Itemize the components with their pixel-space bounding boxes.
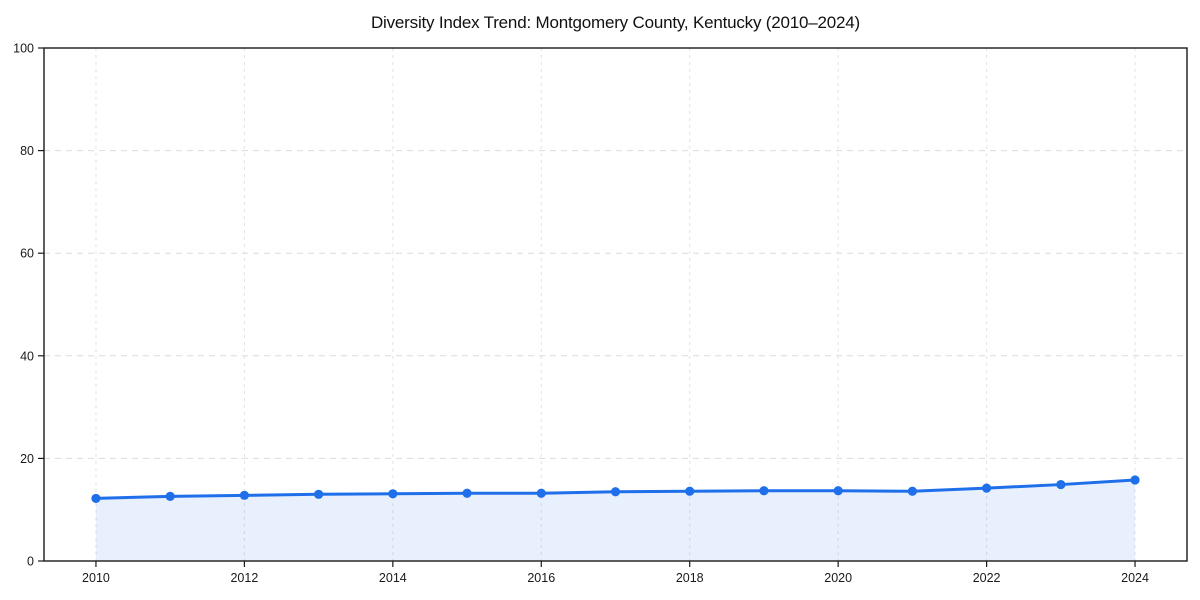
axes-frame bbox=[43, 47, 1188, 562]
data-point-2024 bbox=[1130, 475, 1140, 485]
y-tick-label-80: 80 bbox=[20, 144, 34, 158]
x-tick-label-2024: 2024 bbox=[1121, 571, 1149, 585]
y-tick-label-20: 20 bbox=[20, 452, 34, 466]
x-tick-label-2010: 2010 bbox=[82, 571, 110, 585]
data-point-2022 bbox=[982, 483, 992, 493]
x-tick-label-2014: 2014 bbox=[379, 571, 407, 585]
data-point-2011 bbox=[165, 491, 175, 501]
chart-title: Diversity Index Trend: Montgomery County… bbox=[370, 13, 861, 32]
area-fill bbox=[95, 479, 1136, 561]
data-point-2013 bbox=[314, 489, 324, 499]
y-tick-label-40: 40 bbox=[20, 349, 34, 363]
data-point-2023 bbox=[1056, 479, 1066, 490]
data-point-2017 bbox=[610, 487, 621, 497]
x-tick-label-2018: 2018 bbox=[676, 571, 704, 585]
x-tick-label-2016: 2016 bbox=[527, 571, 555, 585]
data-point-2016 bbox=[536, 488, 546, 498]
data-point-2010 bbox=[91, 493, 101, 504]
data-point-2015 bbox=[462, 488, 472, 498]
y-tick-label-0: 0 bbox=[27, 555, 34, 569]
y-tick-label-100: 100 bbox=[13, 42, 34, 56]
data-point-2012 bbox=[239, 490, 249, 500]
data-point-2020 bbox=[833, 486, 843, 496]
data-point-2019 bbox=[759, 486, 769, 496]
data-point-2021 bbox=[907, 486, 917, 496]
x-tick-label-2020: 2020 bbox=[824, 571, 852, 585]
x-tick-label-2022: 2022 bbox=[973, 571, 1001, 585]
x-tick-label-2012: 2012 bbox=[230, 571, 258, 585]
y-tick-label-60: 60 bbox=[20, 247, 34, 261]
data-point-2018 bbox=[685, 486, 695, 496]
data-point-2014 bbox=[388, 489, 398, 499]
